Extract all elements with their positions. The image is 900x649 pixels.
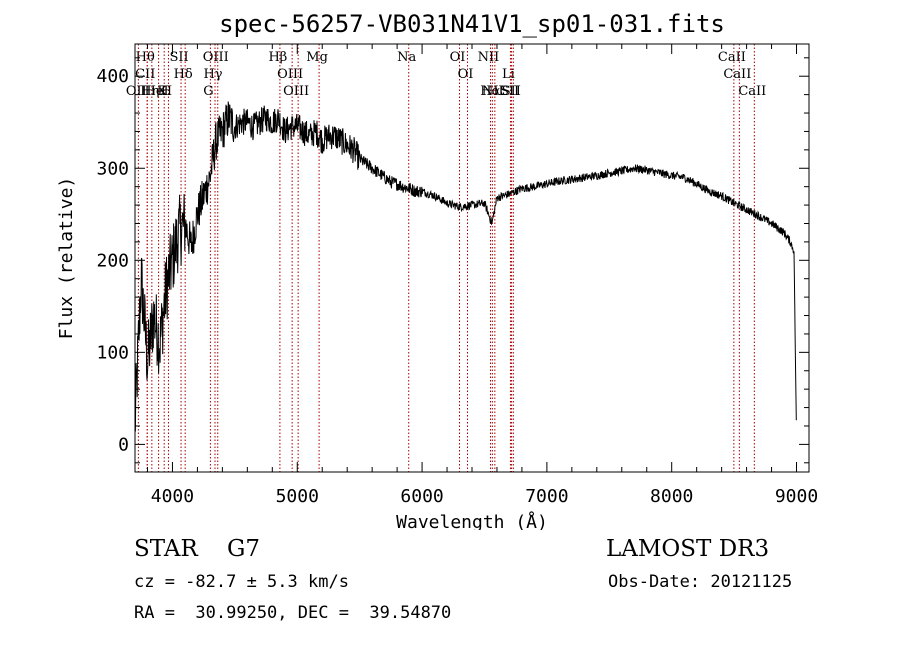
x-tick-label: 6000 (400, 486, 443, 507)
x-tick-label: 7000 (525, 486, 568, 507)
line-marker-label: G (203, 84, 213, 99)
line-marker-label: CaII (723, 67, 751, 82)
line-marker-label: OIII (283, 84, 309, 99)
line-marker-label: OI (458, 67, 474, 82)
line-marker-label: Na (397, 50, 416, 65)
y-tick-label: 400 (96, 66, 129, 87)
survey-name: LAMOST DR3 (606, 536, 770, 562)
redshift-velocity: cz = -82.7 ± 5.3 km/s (134, 572, 349, 592)
y-tick-label: 100 (96, 342, 129, 363)
line-marker-label: Hδ (174, 67, 193, 82)
y-tick-label: 200 (96, 250, 129, 271)
line-marker-label: Hβ (268, 50, 287, 65)
line-marker-label: Hγ (203, 67, 222, 82)
line-marker-label: CaII (718, 50, 746, 65)
x-axis-label: Wavelength (Å) (396, 511, 548, 530)
line-marker-label: HeI (145, 84, 169, 99)
line-marker-label: SII (169, 50, 188, 65)
axes: 4000 5000 6000 7000 8000 9000 0 100 200 300 400 (96, 44, 818, 507)
line-marker-label: NII (482, 84, 504, 99)
line-marker-label: CII (135, 67, 155, 82)
x-tick-label: 9000 (775, 486, 818, 507)
line-marker-label: SII (500, 84, 519, 99)
line-marker-label: Li (502, 67, 515, 82)
plot-frame (134, 43, 810, 473)
line-marker-label: OI (450, 50, 466, 65)
line-marker-label: OIII (203, 50, 229, 65)
chart-title: spec-56257-VB031N41V1_sp01-031.fits (219, 10, 725, 38)
line-marker-label: Hθ (136, 50, 155, 65)
x-tick-label: 4000 (151, 486, 194, 507)
line-marker-label: K (157, 84, 167, 99)
line-marker-label: Hη (140, 84, 159, 99)
line-marker-label: Hα (480, 84, 500, 99)
y-axis-label: Flux (relative) (56, 177, 77, 340)
coordinates: RA = 30.99250, DEC = 39.54870 (134, 603, 452, 623)
spectrum-chart: spec-56257-VB031N41V1_sp01-031.fits Hθ CI… (56, 10, 818, 533)
line-marker-label: H (161, 84, 172, 99)
line-marker-label: CaII (738, 84, 766, 99)
line-marker-label: Mg (306, 50, 328, 65)
observation-date: Obs-Date: 20121125 (608, 572, 793, 592)
line-marker-label: OII (126, 84, 147, 99)
series-layer (135, 101, 797, 432)
spectrum-line (135, 101, 797, 432)
x-tick-label: 5000 (276, 486, 319, 507)
line-marker-label: OIII (277, 67, 303, 82)
line-marker-label: SII (502, 84, 521, 99)
line-marker-label: NII (478, 50, 500, 65)
star-classification: STAR G7 (134, 536, 261, 562)
y-tick-label: 0 (118, 434, 129, 455)
x-tick-label: 8000 (650, 486, 693, 507)
y-tick-label: 300 (96, 158, 129, 179)
